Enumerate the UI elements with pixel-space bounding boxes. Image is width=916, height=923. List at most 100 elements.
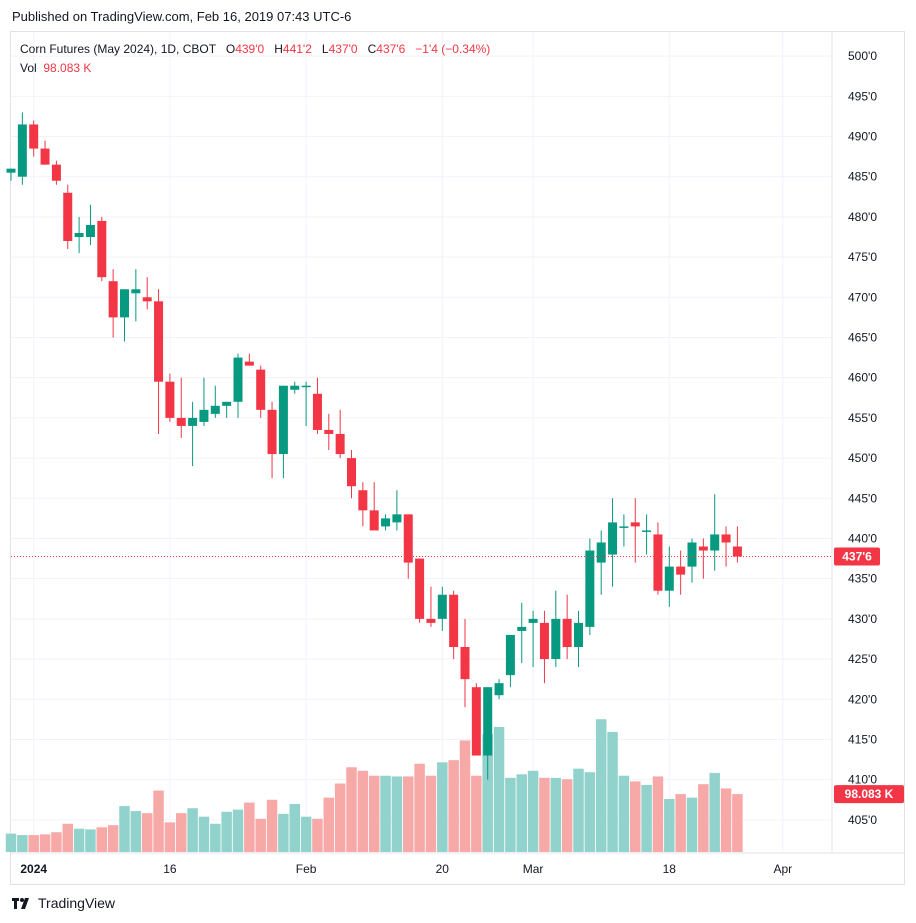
volume-bar	[584, 772, 596, 852]
volume-bar	[482, 734, 493, 852]
candle-body	[74, 232, 84, 237]
volume-bar	[210, 823, 221, 852]
candle-body	[392, 514, 402, 523]
volume-bar	[334, 783, 346, 852]
candle-body	[290, 385, 300, 390]
price-tick-label: 500'0	[848, 49, 877, 63]
price-tick-label: 495'0	[848, 89, 877, 103]
candle-body	[188, 417, 198, 426]
volume-bar	[85, 829, 96, 852]
volume-bar	[414, 763, 425, 852]
volume-bar	[686, 797, 698, 852]
candle-body	[596, 542, 606, 563]
price-tick-label: 425'0	[848, 652, 877, 666]
time-tick-label: Apr	[773, 862, 792, 876]
volume-bar	[39, 834, 51, 852]
candle-body	[608, 522, 618, 555]
volume-bar	[244, 802, 255, 852]
price-tick-label: 455'0	[848, 411, 877, 425]
candle-body	[710, 534, 720, 551]
time-tick-label: 18	[663, 862, 677, 876]
volume-bar	[539, 777, 550, 852]
last-volume-label: 98.083 K	[845, 787, 894, 801]
legend-high-label: H	[274, 42, 283, 56]
time-tick-label: 20	[436, 862, 450, 876]
price-tick-label: 485'0	[848, 170, 877, 184]
price-tick-label: 465'0	[848, 330, 877, 344]
volume-bar	[278, 813, 289, 852]
candle-body	[29, 124, 39, 149]
volume-bar	[561, 779, 573, 852]
volume-bar	[595, 719, 607, 852]
price-tick-label: 415'0	[848, 732, 877, 746]
candle-body	[347, 458, 356, 487]
candle-body	[199, 409, 209, 422]
volume-bar	[62, 823, 73, 852]
candle-body	[539, 622, 549, 660]
legend-close-label: C	[367, 42, 377, 56]
volume-bar	[368, 775, 380, 852]
price-tick-label: 480'0	[848, 210, 877, 224]
legend-low-value: 437'0	[328, 42, 358, 56]
volume-bar	[5, 833, 17, 852]
candle-body	[721, 534, 731, 543]
last-price-label: 437'6	[842, 550, 872, 564]
candle-body	[6, 168, 16, 173]
price-tick-label: 475'0	[848, 250, 877, 264]
candle-body	[437, 594, 447, 619]
price-tick-label: 410'0	[848, 773, 877, 787]
candle-body	[108, 281, 118, 318]
volume-bar	[698, 784, 709, 852]
volume-bar	[96, 827, 108, 852]
price-tick-label: 450'0	[848, 451, 877, 465]
candle-body	[653, 534, 663, 591]
volume-bar	[459, 740, 471, 852]
candle-body	[471, 687, 481, 756]
candle-body	[449, 594, 459, 647]
candle-body	[154, 301, 164, 382]
candle-body	[233, 357, 243, 402]
candle-body	[51, 164, 61, 181]
volume-bar	[323, 797, 335, 852]
candle-body	[551, 618, 561, 660]
candle-body	[403, 514, 413, 563]
candle-body	[131, 289, 141, 294]
volume-bar	[187, 808, 198, 852]
candle-body	[369, 510, 379, 531]
volume-bar	[119, 806, 130, 852]
volume-bar	[607, 731, 618, 852]
footer-brand[interactable]: TradingView	[38, 895, 116, 911]
candle-body	[210, 405, 220, 414]
volume-bar	[380, 775, 391, 852]
volume-bar	[300, 816, 312, 852]
volume-bar	[107, 825, 119, 852]
candle-body	[460, 647, 470, 680]
chart-legend: Corn Futures (May 2024), 1D, CBOT O439'0…	[20, 40, 490, 78]
last-price-badge	[834, 547, 880, 566]
candle-body	[574, 622, 583, 647]
candle-body	[358, 490, 368, 511]
legend-open-label: O	[225, 42, 236, 56]
volume-bar	[153, 790, 164, 852]
volume-bar	[550, 777, 562, 852]
volume-bar	[289, 803, 300, 852]
volume-bar	[73, 828, 85, 852]
volume-bar	[516, 774, 527, 852]
legend-symbol[interactable]: Corn Futures (May 2024), 1D, CBOT	[20, 42, 216, 56]
candle-body	[698, 546, 708, 551]
volume-bar	[403, 776, 414, 852]
volume-bar	[720, 788, 732, 852]
time-tick-label: 16	[163, 862, 177, 876]
candle-body	[335, 433, 345, 455]
candle-body	[256, 369, 266, 410]
legend-close-value: 437'6	[376, 42, 406, 56]
volume-bar	[391, 776, 403, 852]
time-tick-label: 2024	[20, 862, 47, 876]
volume-bar	[573, 768, 584, 852]
candle-body	[244, 361, 254, 366]
volume-bar	[198, 816, 210, 852]
candle-body	[505, 634, 515, 676]
candle-body	[381, 518, 391, 527]
price-tick-label: 435'0	[848, 572, 877, 586]
